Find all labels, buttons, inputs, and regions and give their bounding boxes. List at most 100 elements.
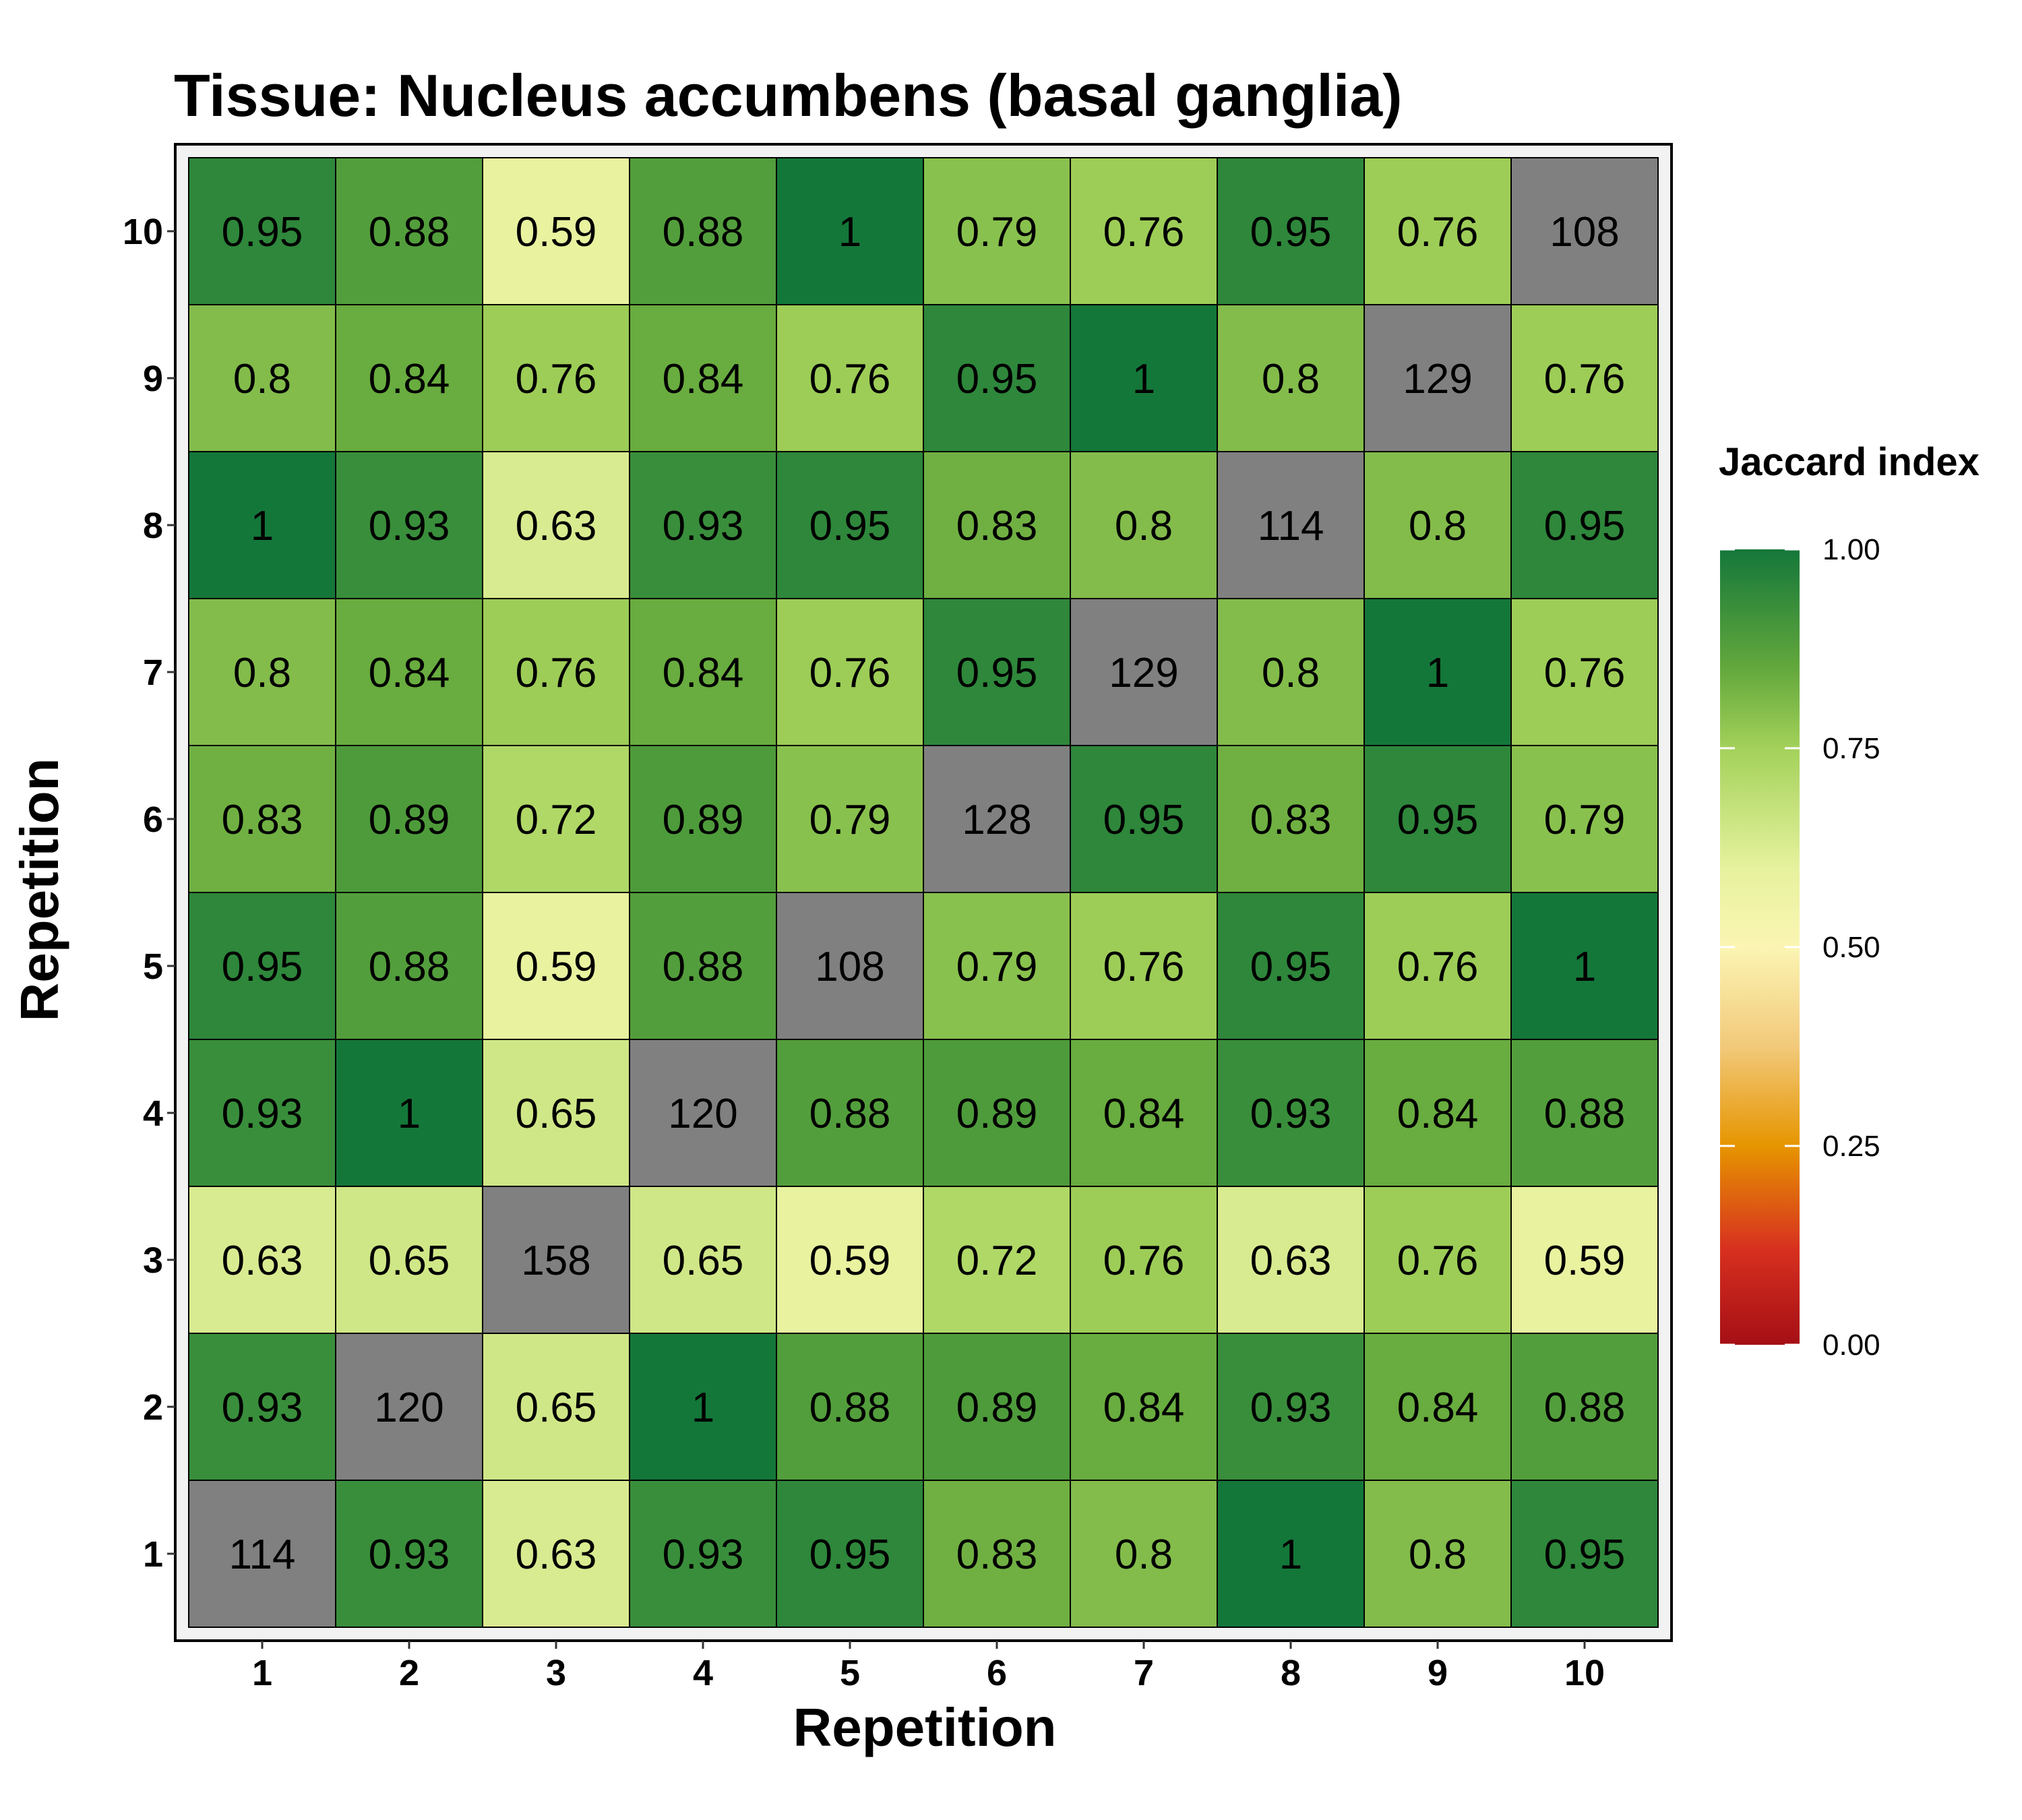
chart-title: Tissue: Nucleus accumbens (basal ganglia…	[174, 62, 1403, 129]
heatmap-cell	[776, 1186, 924, 1334]
cell-label: 1	[1279, 1531, 1302, 1578]
x-tick-label: 4	[693, 1653, 713, 1693]
cell-label: 0.59	[516, 209, 597, 255]
cell-label: 0.95	[222, 944, 303, 990]
cell-label: 0.95	[1103, 797, 1185, 843]
heatmap-cell	[335, 892, 483, 1040]
cell-label: 0.93	[369, 503, 450, 549]
y-tick-label: 7	[143, 653, 163, 693]
cell-label: 0.88	[663, 209, 744, 255]
cell-label: 0.76	[1103, 944, 1185, 990]
heatmap-cell	[629, 1186, 777, 1334]
heatmap-cell	[335, 451, 483, 599]
x-tick-label: 6	[987, 1653, 1007, 1693]
heatmap-cell	[1070, 1186, 1218, 1334]
heatmap-cell	[923, 304, 1071, 452]
heatmap-cell	[1070, 451, 1218, 599]
heatmap-cell	[482, 1039, 630, 1187]
heatmap-cell	[1070, 1333, 1218, 1481]
heatmap-cell	[629, 745, 777, 893]
cell-label: 0.79	[956, 944, 1038, 990]
heatmap-cell	[923, 598, 1071, 746]
cell-label: 0.93	[222, 1091, 303, 1137]
cell-label: 0.72	[516, 797, 597, 843]
cell-label: 0.8	[1409, 503, 1467, 549]
cell-label: 0.63	[1250, 1238, 1332, 1284]
legend-title: Jaccard index	[1719, 440, 1980, 484]
cell-label: 0.65	[516, 1385, 597, 1431]
heatmap-cell	[776, 304, 924, 452]
heatmap-cell	[1364, 1480, 1512, 1628]
cell-label: 0.76	[516, 356, 597, 402]
cell-label: 0.76	[1397, 209, 1479, 255]
heatmap-cell	[482, 1480, 630, 1628]
heatmap-cell	[1510, 157, 1659, 305]
cell-label: 0.95	[1250, 944, 1332, 990]
heatmap-cell	[776, 157, 924, 305]
cell-label: 0.84	[1397, 1385, 1479, 1431]
heatmap-cell	[629, 892, 777, 1040]
cell-label: 120	[668, 1091, 737, 1137]
cell-label: 0.95	[809, 503, 891, 549]
cell-label: 0.8	[1262, 356, 1320, 402]
cell-label: 0.76	[809, 650, 891, 696]
y-tick-label: 8	[143, 506, 163, 546]
legend-tick-label: 0.50	[1822, 931, 1880, 964]
heatmap-cell	[335, 157, 483, 305]
heatmap-cell	[776, 598, 924, 746]
cell-label: 0.72	[956, 1238, 1038, 1284]
cell-label: 0.79	[1544, 797, 1626, 843]
y-tick-label: 6	[143, 799, 163, 840]
cell-label: 1	[398, 1091, 421, 1137]
cell-label: 0.95	[956, 356, 1038, 402]
cell-label: 114	[229, 1531, 296, 1578]
heatmap-cell	[629, 1480, 777, 1628]
cell-label: 0.84	[1103, 1385, 1185, 1431]
cell-label: 0.95	[809, 1531, 891, 1578]
heatmap-cell	[923, 892, 1071, 1040]
cell-label: 0.84	[663, 356, 744, 402]
color-legend: Jaccard index 0.00 0.25 0.50 0.75 1.00	[1719, 440, 1980, 1362]
heatmap-cell	[335, 1480, 483, 1628]
heatmap-cell	[335, 1333, 483, 1481]
cell-label: 0.59	[516, 944, 597, 990]
cell-label: 0.88	[1544, 1091, 1626, 1137]
legend-tick-label: 0.75	[1822, 732, 1880, 765]
heatmap-cell	[1217, 1333, 1365, 1481]
cell-label: 114	[1258, 503, 1324, 549]
heatmap-cell	[482, 157, 630, 305]
cell-label: 1	[1426, 650, 1449, 696]
heatmap-cell	[1070, 1480, 1218, 1628]
legend-tick-label: 0.00	[1822, 1329, 1880, 1362]
legend-tick-label: 0.25	[1822, 1130, 1880, 1163]
cell-label: 0.65	[369, 1238, 450, 1284]
cell-label: 0.8	[1115, 503, 1173, 549]
y-tick-label: 9	[143, 359, 163, 399]
cell-label: 0.8	[233, 650, 291, 696]
heatmap-cell	[629, 304, 777, 452]
heatmap-cell	[1510, 1480, 1659, 1628]
cell-label: 0.88	[809, 1385, 891, 1431]
heatmap-cell	[629, 451, 777, 599]
cell-label: 0.93	[1250, 1385, 1332, 1431]
cell-label: 0.83	[956, 1531, 1038, 1578]
heatmap-cell	[776, 745, 924, 893]
cell-label: 0.76	[1397, 1238, 1479, 1284]
heatmap-cell	[1217, 1039, 1365, 1187]
heatmap-cell	[629, 1333, 777, 1481]
x-tick-label: 2	[399, 1653, 419, 1693]
heatmap-cell	[1217, 598, 1365, 746]
heatmap-cell	[188, 1333, 336, 1481]
heatmap-cell	[1070, 598, 1218, 746]
y-tick-label: 1	[143, 1534, 163, 1575]
y-axis-ticks: 10 9 8 7 6 5 4 3 2 1	[123, 212, 175, 1575]
heatmap-cell	[335, 745, 483, 893]
heatmap-cell	[1217, 451, 1365, 599]
heatmap-cell	[629, 598, 777, 746]
cell-label: 0.83	[956, 503, 1038, 549]
cell-label: 158	[521, 1238, 590, 1284]
cell-label: 1	[692, 1385, 714, 1431]
cell-label: 0.63	[222, 1238, 303, 1284]
cell-label: 0.83	[222, 797, 303, 843]
cell-label: 0.84	[1103, 1091, 1185, 1137]
